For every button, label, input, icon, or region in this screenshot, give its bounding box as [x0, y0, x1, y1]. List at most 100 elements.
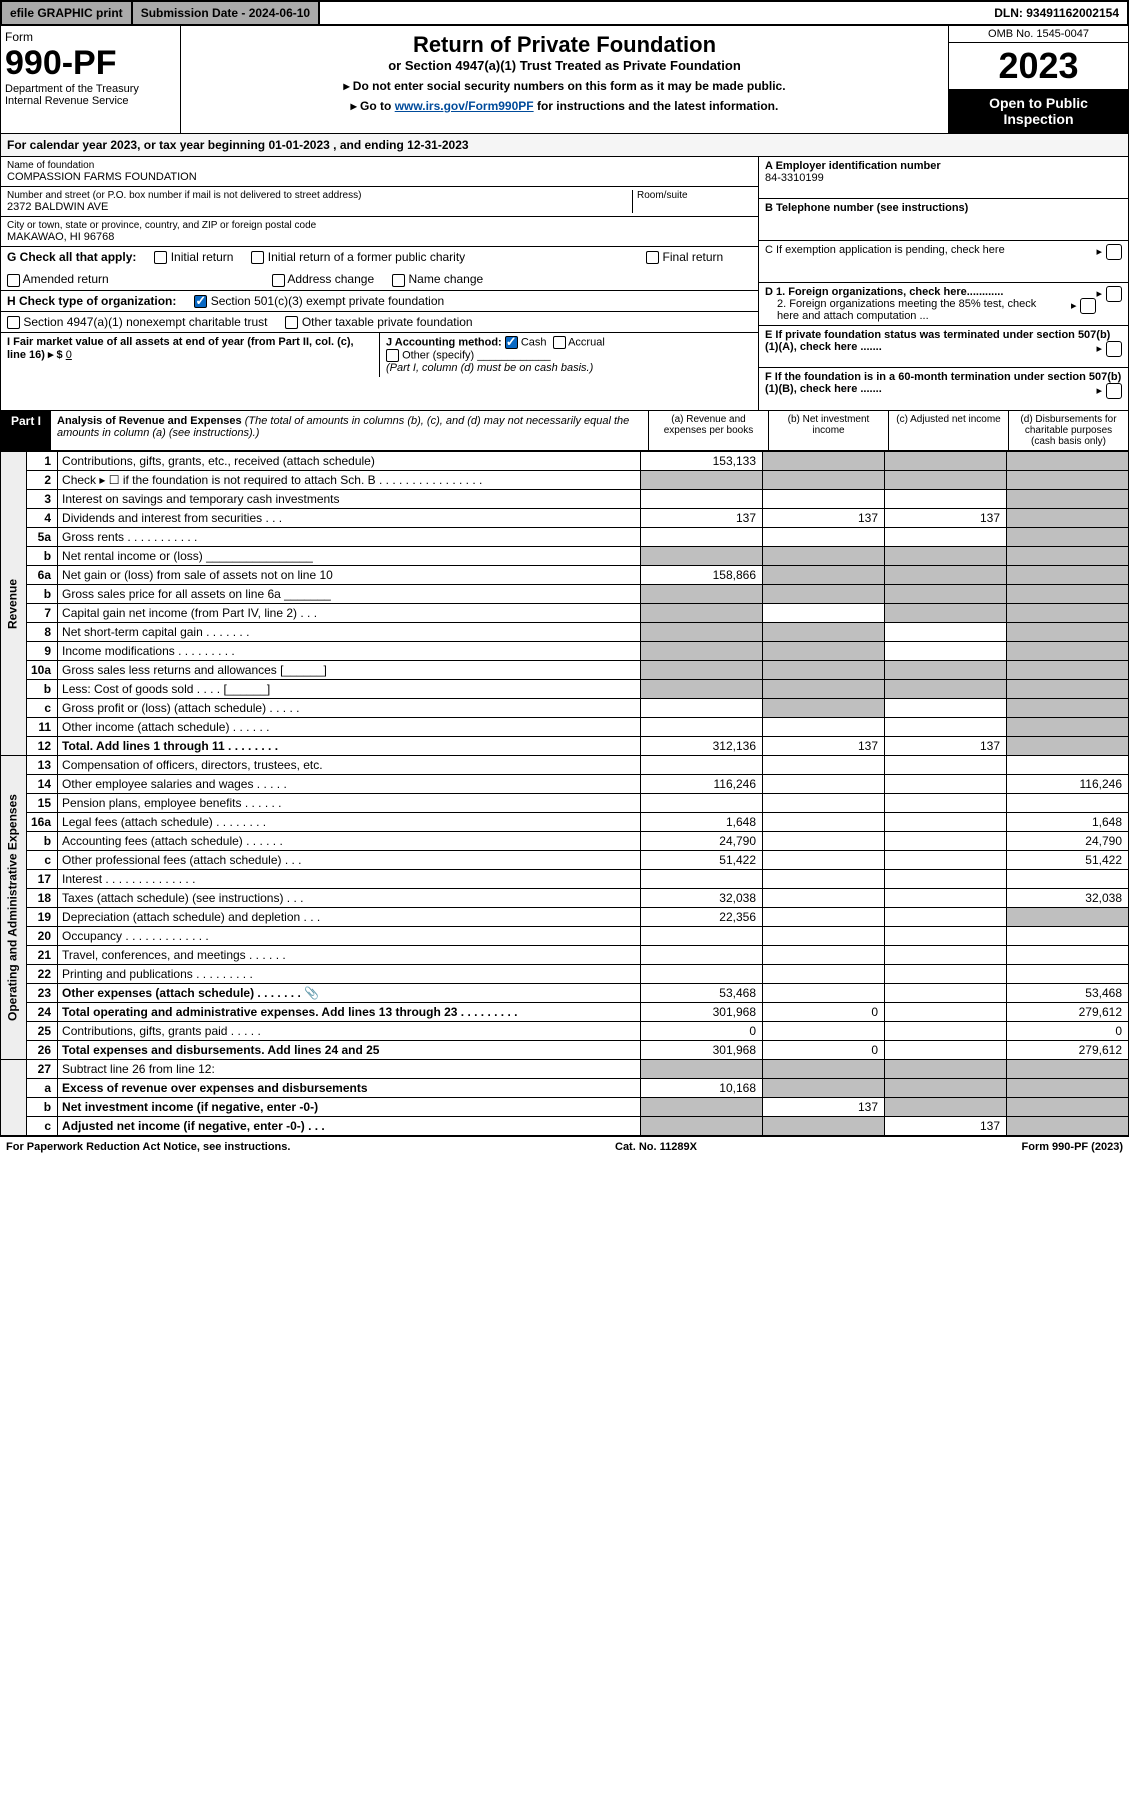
section-label: Revenue	[1, 452, 27, 756]
cell-col-b	[763, 1022, 885, 1041]
cell-col-d	[1007, 452, 1129, 471]
cb-f[interactable]	[1106, 383, 1122, 399]
line-number: c	[27, 851, 58, 870]
cell-col-d	[1007, 680, 1129, 699]
line-number: 11	[27, 718, 58, 737]
line-number: 18	[27, 889, 58, 908]
table-row: 24Total operating and administrative exp…	[1, 1003, 1129, 1022]
table-row: 19Depreciation (attach schedule) and dep…	[1, 908, 1129, 927]
cell-col-b	[763, 984, 885, 1003]
cell-col-a	[641, 1060, 763, 1079]
cell-col-b: 0	[763, 1041, 885, 1060]
cb-final-return[interactable]	[646, 251, 659, 264]
cell-col-a: 312,136	[641, 737, 763, 756]
cb-c[interactable]	[1106, 244, 1122, 260]
line-number: 17	[27, 870, 58, 889]
table-row: 4Dividends and interest from securities …	[1, 509, 1129, 528]
line-number: 7	[27, 604, 58, 623]
i-value: 0	[66, 349, 72, 361]
line-desc: Net short-term capital gain . . . . . . …	[58, 623, 641, 642]
cell-col-b	[763, 718, 885, 737]
cell-col-b: 137	[763, 509, 885, 528]
cell-col-d: 116,246	[1007, 775, 1129, 794]
line-desc: Net investment income (if negative, ente…	[58, 1098, 641, 1117]
line-desc: Other professional fees (attach schedule…	[58, 851, 641, 870]
section-label: Operating and Administrative Expenses	[1, 756, 27, 1060]
line-desc: Gross profit or (loss) (attach schedule)…	[58, 699, 641, 718]
efile-print-btn[interactable]: efile GRAPHIC print	[2, 2, 133, 24]
cell-col-a	[641, 547, 763, 566]
cb-other-taxable[interactable]	[285, 316, 298, 329]
cb-501c3[interactable]	[194, 295, 207, 308]
cell-col-c	[885, 566, 1007, 585]
cb-accrual[interactable]	[553, 336, 566, 349]
line-desc: Interest on savings and temporary cash i…	[58, 490, 641, 509]
cb-4947[interactable]	[7, 316, 20, 329]
dept-treasury: Department of the Treasury Internal Reve…	[5, 83, 176, 107]
table-row: aExcess of revenue over expenses and dis…	[1, 1079, 1129, 1098]
cell-col-b	[763, 604, 885, 623]
line-number: 24	[27, 1003, 58, 1022]
j-note: (Part I, column (d) must be on cash basi…	[386, 362, 593, 374]
h-label: H Check type of organization:	[7, 294, 176, 308]
cell-col-c	[885, 984, 1007, 1003]
table-row: bAccounting fees (attach schedule) . . .…	[1, 832, 1129, 851]
cb-d1[interactable]	[1106, 286, 1122, 302]
cb-cash[interactable]	[505, 336, 518, 349]
cell-col-c	[885, 661, 1007, 680]
line-desc: Net rental income or (loss) ____________…	[58, 547, 641, 566]
cell-col-b	[763, 1079, 885, 1098]
cell-col-c	[885, 547, 1007, 566]
line-desc: Travel, conferences, and meetings . . . …	[58, 946, 641, 965]
form990pf-link[interactable]: www.irs.gov/Form990PF	[395, 99, 534, 113]
cell-col-b	[763, 756, 885, 775]
cell-col-c	[885, 623, 1007, 642]
line-number: a	[27, 1079, 58, 1098]
line-desc: Other expenses (attach schedule) . . . .…	[58, 984, 641, 1003]
line-number: 27	[27, 1060, 58, 1079]
cell-col-c: 137	[885, 1117, 1007, 1136]
line-desc: Contributions, gifts, grants, etc., rece…	[58, 452, 641, 471]
cell-col-a: 137	[641, 509, 763, 528]
cell-col-a	[641, 661, 763, 680]
line-number: 5a	[27, 528, 58, 547]
cb-name-change[interactable]	[392, 274, 405, 287]
line-desc: Contributions, gifts, grants paid . . . …	[58, 1022, 641, 1041]
cb-addr-change[interactable]	[272, 274, 285, 287]
cb-amended[interactable]	[7, 274, 20, 287]
cell-col-c	[885, 813, 1007, 832]
cell-col-b	[763, 680, 885, 699]
line-number: b	[27, 680, 58, 699]
line-number: 6a	[27, 566, 58, 585]
line-desc: Interest . . . . . . . . . . . . . .	[58, 870, 641, 889]
cell-col-b	[763, 927, 885, 946]
line-number: 4	[27, 509, 58, 528]
cell-col-c	[885, 889, 1007, 908]
cell-col-a	[641, 642, 763, 661]
cb-initial-return[interactable]	[154, 251, 167, 264]
cell-col-c	[885, 965, 1007, 984]
line-desc: Less: Cost of goods sold . . . . [______…	[58, 680, 641, 699]
line-desc: Occupancy . . . . . . . . . . . . .	[58, 927, 641, 946]
cell-col-a: 32,038	[641, 889, 763, 908]
cell-col-c	[885, 1041, 1007, 1060]
line-number: 22	[27, 965, 58, 984]
cell-col-b	[763, 1117, 885, 1136]
g-label: G Check all that apply:	[7, 250, 136, 264]
j-label: J Accounting method:	[386, 337, 502, 349]
cell-col-c	[885, 775, 1007, 794]
cb-d2[interactable]	[1080, 298, 1096, 314]
cell-col-b	[763, 661, 885, 680]
line-number: 23	[27, 984, 58, 1003]
line-number: c	[27, 699, 58, 718]
cell-col-d	[1007, 718, 1129, 737]
cb-initial-pub[interactable]	[251, 251, 264, 264]
col-a-hdr: (a) Revenue and expenses per books	[648, 411, 768, 450]
room-label: Room/suite	[637, 190, 752, 201]
cell-col-a	[641, 965, 763, 984]
cb-other-method[interactable]	[386, 349, 399, 362]
attachment-icon[interactable]: 📎	[304, 986, 319, 1000]
cell-col-d: 24,790	[1007, 832, 1129, 851]
cell-col-a: 158,866	[641, 566, 763, 585]
cb-e[interactable]	[1106, 341, 1122, 357]
